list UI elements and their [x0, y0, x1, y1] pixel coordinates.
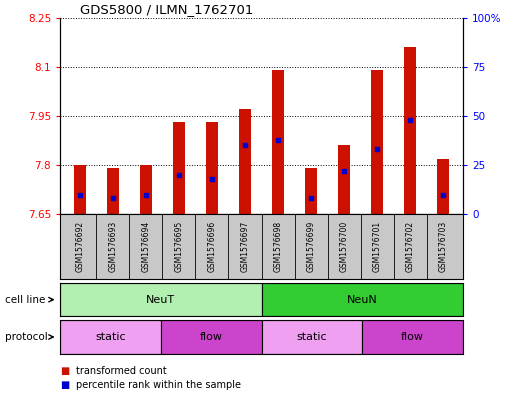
Bar	[173, 123, 185, 214]
Text: GSM1576692: GSM1576692	[75, 221, 84, 272]
Text: GSM1576696: GSM1576696	[208, 221, 217, 272]
Bar	[371, 70, 383, 214]
Text: NeuN: NeuN	[347, 295, 378, 305]
Text: percentile rank within the sample: percentile rank within the sample	[76, 380, 241, 390]
Bar	[362, 320, 463, 354]
Text: NeuT: NeuT	[146, 295, 175, 305]
Text: GSM1576694: GSM1576694	[141, 221, 151, 272]
Bar	[404, 47, 416, 214]
Text: GSM1576699: GSM1576699	[306, 221, 315, 272]
Bar	[107, 168, 119, 214]
Bar	[272, 70, 284, 214]
Text: GSM1576695: GSM1576695	[175, 221, 184, 272]
Bar	[262, 283, 463, 316]
Text: GDS5800 / ILMN_1762701: GDS5800 / ILMN_1762701	[81, 4, 254, 17]
Bar	[262, 320, 362, 354]
Text: GSM1576700: GSM1576700	[339, 221, 348, 272]
Text: GSM1576697: GSM1576697	[241, 221, 249, 272]
Bar	[60, 320, 161, 354]
Text: static: static	[297, 332, 327, 342]
Text: flow: flow	[401, 332, 424, 342]
Text: static: static	[95, 332, 126, 342]
Text: cell line: cell line	[5, 295, 46, 305]
Text: GSM1576701: GSM1576701	[372, 221, 382, 272]
Bar	[161, 320, 262, 354]
Bar	[305, 168, 317, 214]
Text: transformed count: transformed count	[76, 366, 167, 376]
Bar	[437, 158, 449, 214]
Text: GSM1576693: GSM1576693	[108, 221, 118, 272]
Text: GSM1576703: GSM1576703	[439, 221, 448, 272]
Text: ■: ■	[60, 366, 70, 376]
Text: protocol: protocol	[5, 332, 48, 342]
Bar	[74, 165, 86, 214]
Bar	[60, 283, 262, 316]
Text: GSM1576702: GSM1576702	[405, 221, 415, 272]
Bar	[206, 123, 218, 214]
Bar	[140, 165, 152, 214]
Text: flow: flow	[200, 332, 223, 342]
Text: GSM1576698: GSM1576698	[274, 221, 282, 272]
Bar	[239, 109, 251, 214]
Bar	[338, 145, 350, 214]
Text: ■: ■	[60, 380, 70, 390]
